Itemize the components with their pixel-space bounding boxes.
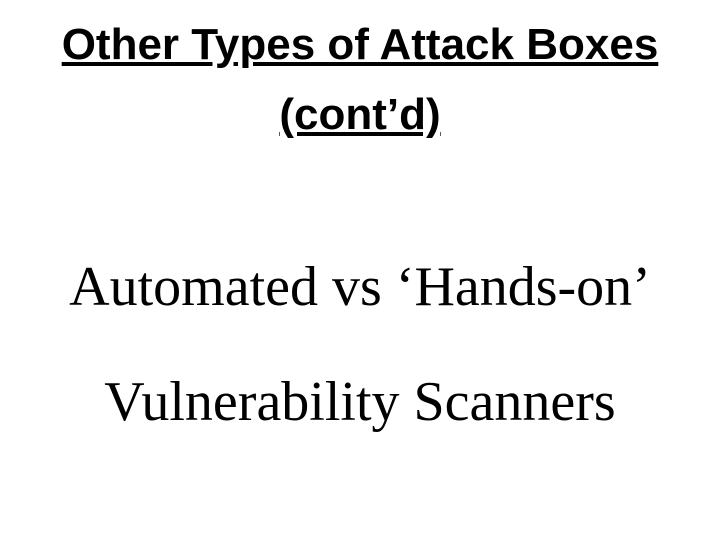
slide-body-line1: Automated vs ‘Hands-on’ [0,255,720,319]
slide-title-line1: Other Types of Attack Boxes [0,20,720,70]
slide-body-line2: Vulnerability Scanners [0,370,720,434]
slide: Other Types of Attack Boxes (cont’d) Aut… [0,0,720,540]
slide-title-line2: (cont’d) [0,90,720,140]
